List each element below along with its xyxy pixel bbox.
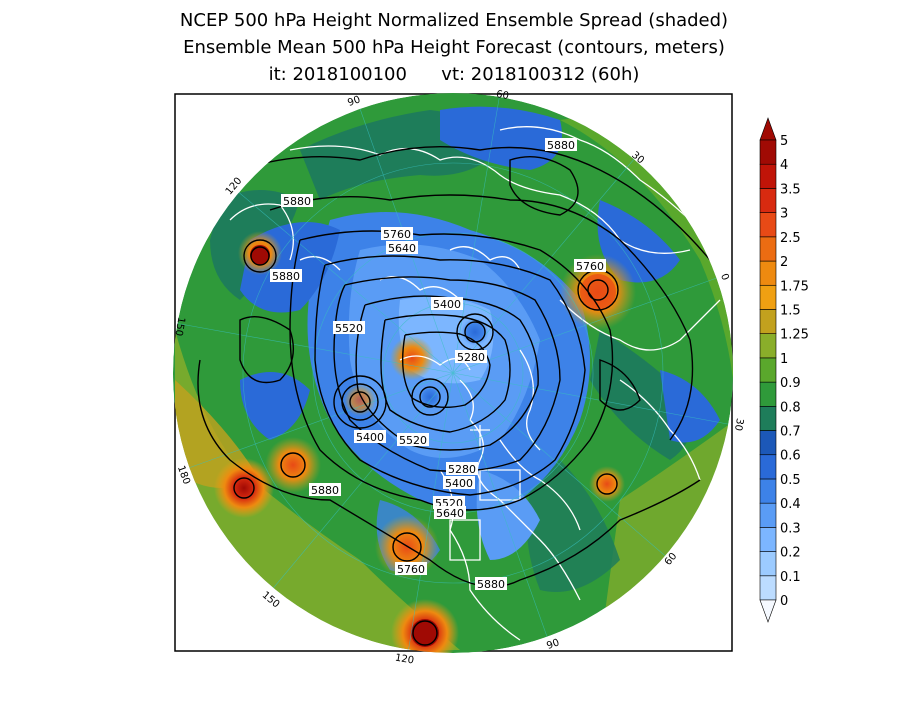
colorbar-min-arrow (759, 599, 777, 623)
colorbar-tick-label: 4 (780, 158, 788, 173)
contour-label: 5760 (395, 562, 427, 576)
height-contours (197, 145, 711, 646)
colorbar-segment (759, 212, 777, 238)
colorbar-segment (759, 551, 777, 577)
colorbar-tick-label: 0 (780, 594, 788, 609)
svg-text:5280: 5280 (457, 351, 485, 364)
colorbar-tick-label: 1.5 (780, 303, 801, 318)
svg-text:5880: 5880 (283, 195, 311, 208)
colorbar-segment (759, 406, 777, 431)
colorbar-tick-label: 0.8 (780, 400, 801, 415)
contour-label: 5760 (574, 259, 606, 273)
lon-label: 90 (545, 637, 561, 652)
lon-label: 90 (346, 94, 362, 109)
svg-text:5520: 5520 (335, 322, 363, 335)
contour-label: 5520 (333, 321, 365, 335)
contour-label: 5880 (270, 269, 302, 283)
svg-text:5760: 5760 (383, 228, 411, 241)
colorbar-tick-label: 3.5 (780, 182, 801, 197)
colorbar-tick-label: 0.5 (780, 473, 801, 488)
colorbar-segment (759, 333, 777, 359)
title-line-1: NCEP 500 hPa Height Normalized Ensemble … (179, 10, 729, 31)
graticule (174, 93, 733, 653)
colorbar-tick-label: 2 (780, 255, 788, 270)
contour-label: 5400 (354, 430, 386, 444)
svg-text:5640: 5640 (436, 507, 464, 520)
svg-text:5880: 5880 (547, 139, 575, 152)
contour-label: 5280 (455, 350, 487, 364)
colorbar-tick-label: 0.1 (780, 570, 801, 585)
colorbar-tick-label: 0.4 (780, 497, 801, 512)
colorbar: 0 0.1 0.2 0.3 0.4 0.5 0.6 0.7 0.8 0.9 1 1.25 1.5 1.75… (759, 117, 809, 623)
contour-label: 5880 (475, 577, 507, 591)
colorbar-segment (759, 260, 777, 286)
colorbar-segment (759, 575, 777, 601)
colorbar-tick-label: 3 (780, 207, 788, 222)
lon-label: 60 (495, 89, 509, 102)
colorbar-tick-label: 0.2 (780, 546, 801, 561)
colorbar-max-arrow (759, 117, 777, 141)
svg-text:5880: 5880 (477, 578, 505, 591)
colorbar-tick-label: 2.5 (780, 231, 801, 246)
contour-label: 5880 (545, 138, 577, 152)
colorbar-segment (759, 139, 777, 165)
colorbar-tick-label: 5 (780, 134, 788, 149)
svg-text:5760: 5760 (576, 260, 604, 273)
contour-labels: 5880 5880 5880 5880 5880 5760 5640 5760 … (270, 138, 606, 591)
svg-text:5400: 5400 (445, 477, 473, 490)
colorbar-tick-label: 0.6 (780, 449, 801, 464)
svg-text:5400: 5400 (433, 298, 461, 311)
colorbar-tick-label: 0.3 (780, 521, 801, 536)
contour-label: 5280 (446, 462, 478, 476)
svg-text:5280: 5280 (448, 463, 476, 476)
lon-label: 30 (732, 417, 745, 431)
colorbar-segment (759, 478, 777, 504)
contour-label: 5880 (281, 194, 313, 208)
colorbar-tick-label: 1.25 (780, 328, 809, 343)
contour-label: 5400 (431, 297, 463, 311)
colorbar-segment (759, 527, 777, 552)
colorbar-tick-label: 0.7 (780, 425, 801, 440)
colorbar-segment (759, 357, 777, 383)
svg-text:5400: 5400 (356, 431, 384, 444)
contour-label: 5760 (381, 227, 413, 241)
colorbar-tick-label: 1 (780, 352, 788, 367)
svg-text:5880: 5880 (272, 270, 300, 283)
colorbar-segment (759, 502, 777, 528)
colorbar-segment (759, 454, 777, 480)
colorbar-segment (759, 309, 777, 334)
svg-text:5640: 5640 (388, 242, 416, 255)
contour-label: 5520 (397, 433, 429, 447)
contour-label: 5640 (434, 506, 466, 520)
contour-label: 5640 (386, 241, 418, 255)
colorbar-segment (759, 430, 777, 456)
colorbar-segment (759, 381, 777, 407)
colorbar-tick-label: 1.75 (780, 279, 809, 294)
title-line-3: it: 2018100100 vt: 2018100312 (60h) (268, 64, 640, 85)
colorbar-segment (759, 236, 777, 262)
contour-label: 5400 (443, 476, 475, 490)
colorbar-segment (759, 188, 777, 213)
lon-label: 0 (718, 272, 731, 282)
colorbar-segment (759, 284, 777, 310)
svg-text:5520: 5520 (399, 434, 427, 447)
lon-label: 150 (172, 316, 186, 337)
colorbar-tick-label: 0.9 (780, 376, 801, 391)
svg-text:5760: 5760 (397, 563, 425, 576)
lon-label: 120 (394, 652, 415, 666)
svg-text:5880: 5880 (311, 484, 339, 497)
colorbar-segment (759, 163, 777, 189)
contour-label: 5880 (309, 483, 341, 497)
title-line-2: Ensemble Mean 500 hPa Height Forecast (c… (183, 37, 725, 58)
